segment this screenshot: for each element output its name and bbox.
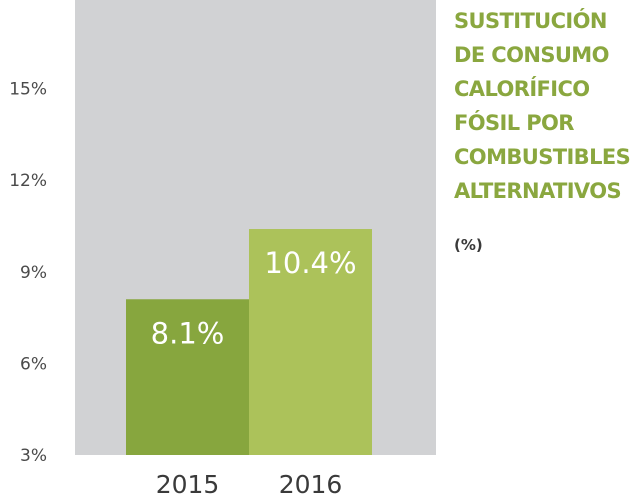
y-tick-label: 6% [20, 354, 47, 374]
y-tick-label: 15% [9, 80, 47, 100]
x-tick-label: 2015 [156, 470, 220, 499]
chart-title-line: SUSTITUCIÓN [454, 9, 607, 33]
y-tick-label: 12% [9, 171, 47, 191]
chart-title: SUSTITUCIÓN DE CONSUMO CALORÍFICO FÓSIL … [454, 4, 640, 208]
chart-title-line: DE CONSUMO [454, 43, 609, 67]
bar-value-label: 8.1% [151, 316, 225, 350]
bar-value-label: 10.4% [264, 246, 356, 280]
chart-unit-label: (%) [454, 236, 483, 254]
chart-title-line: FÓSIL POR [454, 111, 574, 135]
x-axis-ticks: 2015 2016 [156, 470, 343, 499]
bar [249, 229, 372, 455]
y-tick-label: 9% [20, 263, 47, 283]
chart-title-line: CALORÍFICO [454, 77, 590, 101]
y-axis-ticks: 3% 6% 9% 12% 15% [9, 80, 47, 466]
bar-value-labels: 8.1% 10.4% [151, 246, 357, 350]
bar [126, 299, 249, 455]
x-tick-label: 2016 [279, 470, 343, 499]
bars [126, 229, 372, 455]
chart-title-line: ALTERNATIVOS [454, 179, 622, 203]
chart-title-line: COMBUSTIBLES [454, 145, 631, 169]
y-tick-label: 3% [20, 446, 47, 466]
